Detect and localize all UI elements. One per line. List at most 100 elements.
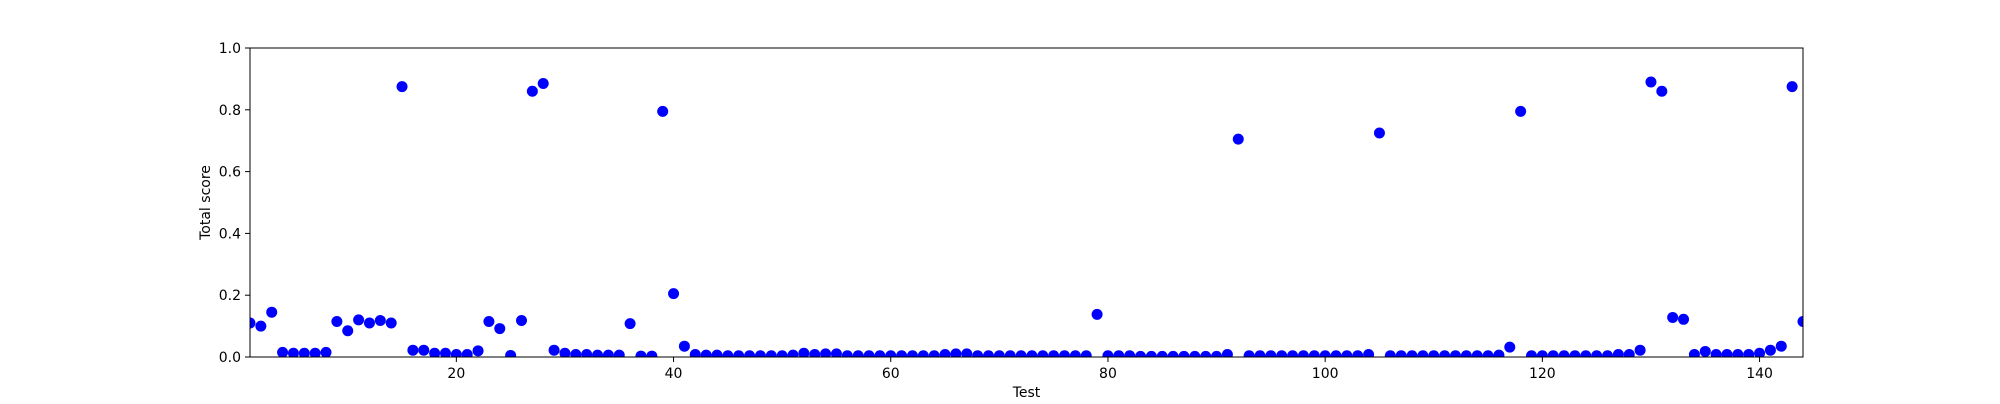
data-point xyxy=(298,347,310,357)
y-tick-label: 0.8 xyxy=(219,103,241,119)
data-point xyxy=(1710,349,1722,357)
data-point xyxy=(1547,350,1559,357)
data-point xyxy=(1786,81,1798,93)
data-point xyxy=(483,315,495,327)
data-point xyxy=(1417,350,1429,357)
data-point xyxy=(1069,350,1081,357)
data-point xyxy=(885,350,897,357)
data-point xyxy=(1145,350,1157,357)
data-point xyxy=(841,350,853,357)
y-tick-label: 0.6 xyxy=(219,165,241,181)
data-point xyxy=(1200,350,1212,357)
y-tick-label: 0.0 xyxy=(219,350,241,366)
data-point xyxy=(592,349,604,357)
data-point xyxy=(1558,350,1570,357)
data-point xyxy=(1634,344,1646,356)
data-point xyxy=(461,349,473,357)
x-tick-label: 40 xyxy=(665,366,683,382)
data-point xyxy=(250,317,256,329)
data-point xyxy=(722,350,734,357)
data-point xyxy=(765,350,777,357)
data-point xyxy=(668,288,680,300)
data-point xyxy=(537,78,549,90)
data-point xyxy=(1113,350,1125,357)
data-point xyxy=(830,348,842,357)
data-point xyxy=(928,350,940,357)
data-point xyxy=(374,315,386,327)
data-point xyxy=(1569,350,1581,357)
data-point xyxy=(961,348,973,357)
y-axis-label: Total score xyxy=(198,165,214,241)
data-point xyxy=(1243,350,1255,357)
data-point xyxy=(798,347,810,357)
data-point xyxy=(754,350,766,357)
data-point xyxy=(309,347,321,357)
data-point xyxy=(407,344,419,356)
data-point xyxy=(982,350,994,357)
data-point xyxy=(1515,105,1527,117)
data-point xyxy=(1721,349,1733,357)
data-point xyxy=(1460,350,1472,357)
data-point xyxy=(1265,350,1277,357)
data-point xyxy=(787,349,799,357)
data-point xyxy=(689,349,701,357)
data-point xyxy=(1232,133,1244,145)
data-point xyxy=(602,349,614,357)
data-point xyxy=(331,315,343,327)
data-point xyxy=(1395,350,1407,357)
data-point xyxy=(1341,350,1353,357)
data-point xyxy=(624,318,636,330)
data-point xyxy=(1080,350,1092,357)
x-tick-label: 60 xyxy=(882,366,900,382)
data-point xyxy=(1591,350,1603,357)
data-point xyxy=(1406,350,1418,357)
data-point xyxy=(1449,350,1461,357)
data-point xyxy=(581,349,593,357)
data-point xyxy=(505,349,517,357)
data-point xyxy=(1373,127,1385,139)
data-point xyxy=(1297,350,1309,357)
data-point xyxy=(1037,350,1049,357)
data-point xyxy=(678,340,690,352)
data-point xyxy=(1102,350,1114,357)
data-point xyxy=(342,325,354,337)
data-point xyxy=(439,347,451,357)
data-point xyxy=(1504,341,1516,353)
data-point xyxy=(1797,315,1803,327)
data-point xyxy=(1330,350,1342,357)
y-tick-label: 0.2 xyxy=(219,288,241,304)
data-point xyxy=(1428,350,1440,357)
data-point xyxy=(1124,350,1136,357)
data-point xyxy=(1091,308,1103,320)
data-point xyxy=(1287,350,1299,357)
x-tick-label: 80 xyxy=(1099,366,1117,382)
data-point xyxy=(733,350,745,357)
data-point xyxy=(385,317,397,329)
data-point xyxy=(917,350,929,357)
data-point xyxy=(494,323,506,335)
x-tick-label: 20 xyxy=(447,366,465,382)
data-point xyxy=(906,350,918,357)
data-point xyxy=(1048,350,1060,357)
y-tick-label: 1.0 xyxy=(219,41,241,57)
data-point xyxy=(1015,350,1027,357)
data-point xyxy=(1363,349,1375,357)
data-point xyxy=(852,350,864,357)
data-point xyxy=(287,347,299,357)
data-point xyxy=(1178,350,1190,357)
data-point xyxy=(1743,349,1755,357)
data-point xyxy=(950,348,962,357)
data-point xyxy=(1536,350,1548,357)
data-point xyxy=(657,105,669,117)
data-point xyxy=(320,346,332,357)
data-point xyxy=(1221,349,1233,357)
data-point xyxy=(1764,344,1776,356)
y-ticks: 0.0 0.2 0.4 0.6 0.8 1.0 xyxy=(219,41,250,366)
data-point xyxy=(559,347,571,357)
data-point xyxy=(635,350,647,357)
data-point xyxy=(1754,347,1766,357)
data-point xyxy=(266,306,278,318)
data-point xyxy=(1580,350,1592,357)
data-point xyxy=(1276,350,1288,357)
